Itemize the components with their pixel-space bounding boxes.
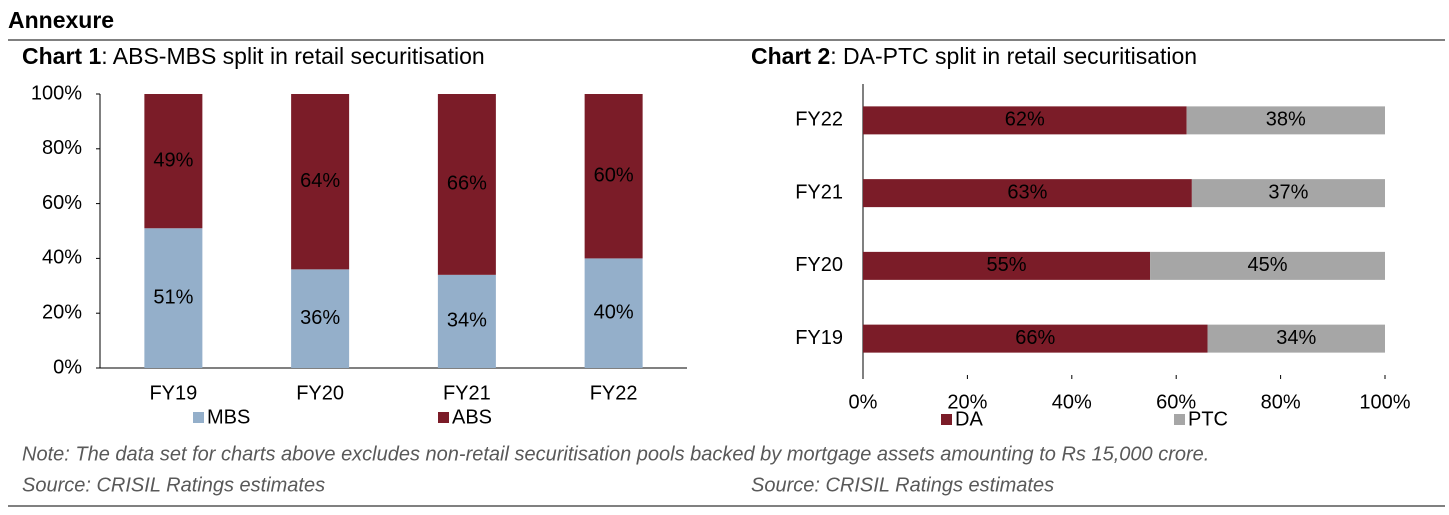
legend-label: PTC: [1188, 408, 1228, 430]
bar-segment: [863, 106, 1187, 135]
y-tick-label: FY20: [795, 254, 843, 276]
y-tick-label: 80%: [42, 137, 82, 159]
x-tick-label: 20%: [947, 391, 987, 413]
x-tick-label: 40%: [1052, 391, 1092, 413]
y-tick-label: FY19: [795, 327, 843, 349]
legend-label: DA: [955, 408, 983, 430]
bar-segment: [1186, 106, 1385, 135]
chart-title: Chart 2: DA-PTC split in retail securiti…: [751, 43, 1197, 69]
data-label: 40%: [594, 301, 634, 323]
x-tick-label: FY21: [443, 382, 491, 404]
y-tick-label: 20%: [42, 301, 82, 323]
bar-segment: [863, 324, 1208, 353]
bar-segment: [437, 274, 496, 368]
data-label: 34%: [447, 310, 487, 332]
source: Source: CRISIL Ratings estimates: [22, 474, 325, 496]
note: Note: The data set for charts above excl…: [22, 443, 1209, 465]
y-tick-label: FY22: [795, 109, 843, 131]
y-tick-label: 40%: [42, 247, 82, 269]
chart-title-text: : DA-PTC split in retail securitisation: [830, 43, 1197, 69]
bar-segment: [291, 94, 350, 270]
chart-label: Chart 1: [22, 43, 101, 69]
data-label: 37%: [1268, 181, 1308, 203]
chart-label: Chart 2: [751, 43, 830, 69]
y-tick-label: 60%: [42, 192, 82, 214]
data-label: 63%: [1007, 181, 1047, 203]
legend-label: MBS: [207, 406, 250, 428]
bar-segment: [1207, 324, 1385, 353]
bar-segment: [584, 258, 643, 368]
data-label: 36%: [300, 307, 340, 329]
y-tick-label: 0%: [53, 356, 82, 378]
bar-segment: [1150, 251, 1385, 280]
bar-segment: [863, 179, 1192, 208]
x-tick-label: FY19: [149, 382, 197, 404]
data-label: 64%: [300, 170, 340, 192]
bar-segment: [144, 228, 203, 368]
chart-title-text: : ABS-MBS split in retail securitisation: [101, 43, 484, 69]
bar-segment: [1191, 179, 1385, 208]
bar-segment: [437, 94, 496, 275]
data-label: 62%: [1005, 109, 1045, 131]
legend-label: ABS: [452, 406, 492, 428]
legend-swatch: [438, 412, 449, 423]
bar-segment: [291, 269, 350, 368]
data-label: 66%: [447, 173, 487, 195]
x-tick-label: 0%: [849, 391, 878, 413]
legend-swatch: [193, 412, 204, 423]
source: Source: CRISIL Ratings estimates: [751, 474, 1054, 496]
x-tick-label: 80%: [1261, 391, 1301, 413]
x-tick-label: 60%: [1156, 391, 1196, 413]
bar-segment: [584, 94, 643, 259]
header-title: Annexure: [8, 7, 114, 33]
bar-segment: [863, 251, 1151, 280]
x-tick-label: FY20: [296, 382, 344, 404]
y-tick-label: FY21: [795, 181, 843, 203]
legend-swatch: [1174, 414, 1185, 425]
data-label: 60%: [594, 164, 634, 186]
data-label: 51%: [153, 286, 193, 308]
x-tick-label: 100%: [1359, 391, 1410, 413]
chart-title: Chart 1: ABS-MBS split in retail securit…: [22, 43, 485, 69]
data-label: 38%: [1266, 109, 1306, 131]
data-label: 34%: [1276, 327, 1316, 349]
y-tick-label: 100%: [31, 82, 82, 104]
data-label: 55%: [987, 254, 1027, 276]
data-label: 66%: [1015, 327, 1055, 349]
data-label: 45%: [1248, 254, 1288, 276]
bar-segment: [144, 94, 203, 229]
x-tick-label: FY22: [590, 382, 638, 404]
data-label: 49%: [153, 149, 193, 171]
legend-swatch: [941, 414, 952, 425]
